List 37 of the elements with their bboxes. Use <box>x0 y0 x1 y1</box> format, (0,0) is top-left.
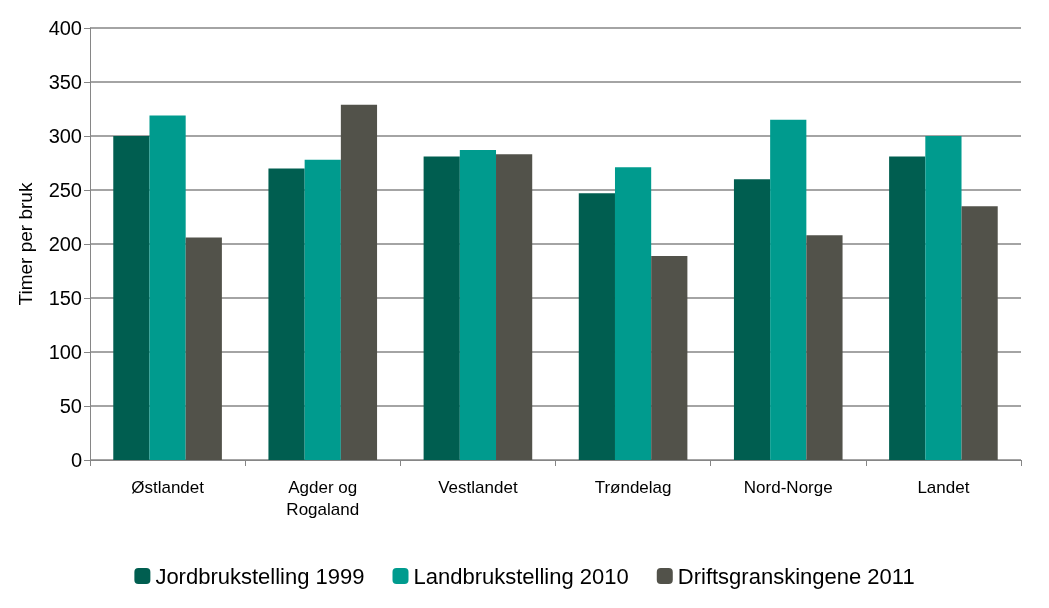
bar <box>733 179 771 460</box>
y-tick-label: 200 <box>48 233 82 255</box>
bar <box>423 156 460 460</box>
legend-label: Jordbrukstelling 1999 <box>155 563 365 589</box>
x-tick-label: Nord-Norge <box>743 477 833 497</box>
y-tick-label: 0 <box>70 449 82 471</box>
bar <box>651 255 688 460</box>
bar <box>806 235 843 460</box>
bar <box>889 156 926 460</box>
bar <box>149 115 186 460</box>
bar <box>961 206 998 460</box>
bar <box>113 136 150 460</box>
bar <box>340 104 378 460</box>
y-tick-label: 50 <box>59 395 82 417</box>
legend-label: Driftsgranskingene 2011 <box>677 563 915 589</box>
y-tick-label: 350 <box>48 71 82 93</box>
y-tick-label: 400 <box>48 17 82 39</box>
bar <box>770 119 807 460</box>
x-tick-label: Vestlandet <box>438 477 518 497</box>
y-tick-label: 100 <box>48 341 82 363</box>
x-tick-label: Østlandet <box>131 477 205 497</box>
bar <box>304 159 341 460</box>
bar <box>496 154 533 460</box>
y-tick-label: 250 <box>48 179 82 201</box>
bar <box>614 167 652 460</box>
x-tick-label: Landet <box>917 477 970 497</box>
x-tick-label: Trøndelag <box>594 477 672 497</box>
bar <box>578 193 615 460</box>
bar <box>459 150 497 460</box>
bar <box>185 237 222 460</box>
x-tick-label: Agder og Rogaland <box>286 477 360 519</box>
y-axis-title: Timer per bruk <box>15 182 36 306</box>
y-tick-label: 150 <box>48 287 82 309</box>
legend-label: Landbrukstelling 2010 <box>413 563 629 589</box>
bar <box>268 168 305 460</box>
bar <box>925 136 962 460</box>
y-tick-label: 300 <box>48 125 82 147</box>
